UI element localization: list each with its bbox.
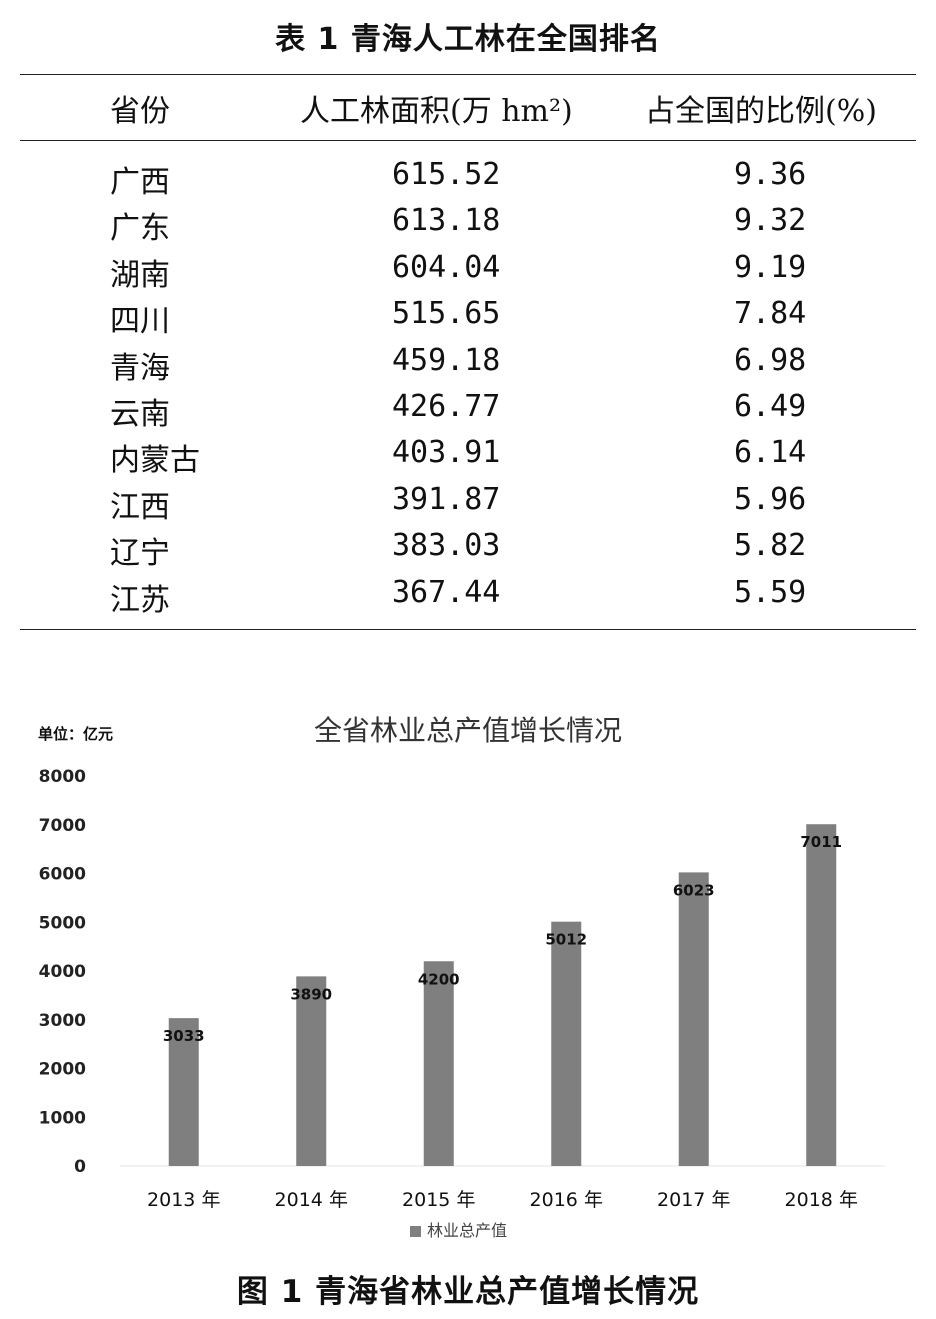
bar <box>678 872 709 1166</box>
bar <box>168 1018 199 1166</box>
y-tick-label: 7000 <box>39 816 86 836</box>
cell-share: 9.32 <box>734 203 807 239</box>
cell-province: 辽宁 <box>110 536 170 572</box>
cell-province: 广西 <box>110 165 170 200</box>
x-tick-label: 2014 年 <box>275 1189 348 1211</box>
legend-label: 林业总产值 <box>427 1221 507 1240</box>
cell-area: 383.03 <box>392 528 501 564</box>
x-tick-label: 2015 年 <box>402 1189 475 1211</box>
cell-province: 青海 <box>110 350 170 386</box>
bar <box>423 961 454 1166</box>
cell-area: 615.52 <box>392 157 501 192</box>
forestry-output-chart: 全省林业总产值增长情况 单位：亿元 0 1000 2000 3000 4000 5000 600… <box>38 714 885 1240</box>
legend-swatch <box>410 1226 421 1237</box>
data-label: 3033 <box>163 1027 205 1045</box>
cell-share: 9.19 <box>734 249 807 285</box>
figure-caption: 图 1 青海省林业总产值增长情况 <box>236 1274 700 1310</box>
y-tick-label: 8000 <box>39 767 86 787</box>
cell-province: 四川 <box>110 304 170 340</box>
cell-province: 江苏 <box>110 582 170 618</box>
y-tick-label: 0 <box>74 1157 86 1177</box>
cell-area: 459.18 <box>392 342 501 378</box>
data-label: 4200 <box>418 970 460 988</box>
cell-province: 广东 <box>110 211 170 247</box>
cell-province: 内蒙古 <box>110 443 200 479</box>
x-tick-label: 2018 年 <box>785 1189 858 1211</box>
cell-area: 515.65 <box>392 296 501 332</box>
data-label: 6023 <box>673 881 715 899</box>
data-label: 5012 <box>545 931 587 949</box>
y-tick-label: 6000 <box>39 865 86 885</box>
y-tick-label: 3000 <box>39 1011 86 1031</box>
x-tick-label: 2013 年 <box>147 1189 220 1211</box>
cell-share: 9.36 <box>734 157 807 192</box>
data-label: 3890 <box>290 985 332 1003</box>
cell-share: 7.84 <box>734 296 807 332</box>
cell-province: 湖南 <box>110 257 170 293</box>
cell-area: 613.18 <box>392 203 501 239</box>
header-area: 人工林面积(万 hm²) <box>300 94 573 129</box>
chart-title: 全省林业总产值增长情况 <box>314 714 622 747</box>
cell-share: 5.59 <box>734 574 807 610</box>
x-tick-label: 2016 年 <box>530 1189 603 1211</box>
header-share: 占全国的比例(%) <box>645 94 877 129</box>
cell-share: 6.14 <box>734 435 807 471</box>
y-tick-label: 1000 <box>39 1108 86 1128</box>
cell-area: 604.04 <box>392 249 501 285</box>
bar <box>296 976 327 1166</box>
y-tick-label: 4000 <box>39 962 86 982</box>
cell-share: 6.49 <box>734 389 807 424</box>
table-title: 表 1 青海人工林在全国排名 <box>275 22 661 57</box>
data-label: 7011 <box>800 833 842 851</box>
table-header-rule <box>20 140 916 141</box>
cell-share: 6.98 <box>734 342 807 378</box>
cell-province: 云南 <box>110 397 170 432</box>
cell-area: 403.91 <box>392 435 501 471</box>
cell-province: 江西 <box>110 489 170 525</box>
cell-share: 5.82 <box>734 528 807 564</box>
y-tick-label: 5000 <box>39 913 86 933</box>
cell-area: 426.77 <box>392 389 501 424</box>
bar <box>551 921 582 1166</box>
unit-label: 单位：亿元 <box>38 725 113 743</box>
table-bottom-rule <box>20 629 916 630</box>
y-tick-label: 2000 <box>39 1060 86 1080</box>
cell-area: 391.87 <box>392 481 501 517</box>
cell-share: 5.96 <box>734 481 807 517</box>
header-province: 省份 <box>110 94 170 129</box>
bar <box>806 824 837 1166</box>
cell-area: 367.44 <box>392 574 501 610</box>
table-top-rule <box>20 74 916 75</box>
x-tick-label: 2017 年 <box>657 1189 730 1211</box>
